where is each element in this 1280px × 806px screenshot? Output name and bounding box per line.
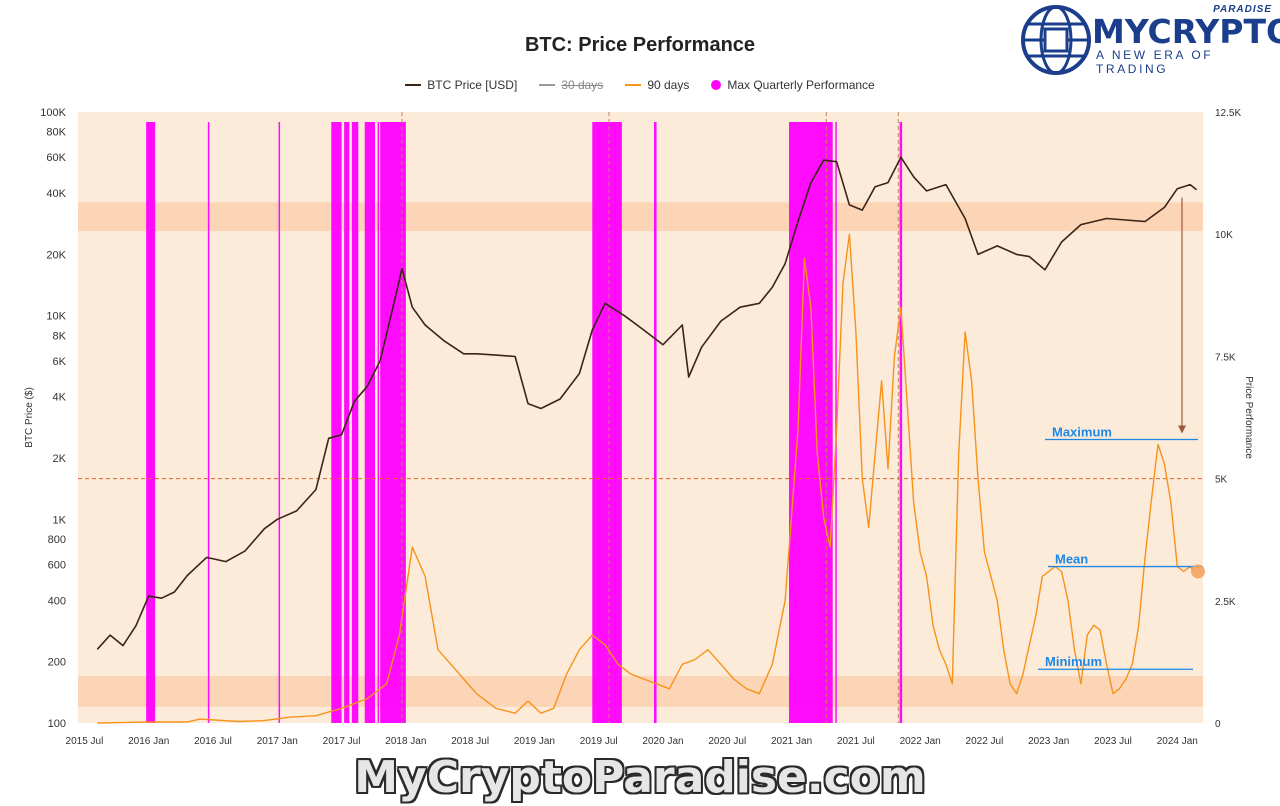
y2-tick-label: 7.5K	[1215, 352, 1236, 363]
x-tick-label: 2022 Jul	[966, 736, 1004, 747]
x-tick-label: 2022 Jan	[900, 736, 941, 747]
x-tick-label: 2015 Jul	[66, 736, 104, 747]
legend-label-90-days: 90 days	[647, 78, 690, 92]
y2-tick-label: 10K	[1215, 230, 1233, 241]
legend-label-30-days: 30 days	[561, 78, 604, 92]
x-tick-label: 2016 Jan	[128, 736, 169, 747]
y-tick-label: 8K	[53, 330, 67, 342]
y-tick-label: 80K	[46, 127, 66, 139]
logo-paradise-text: PARADISE	[1213, 4, 1272, 15]
current-arrow-head	[1178, 425, 1186, 434]
y-tick-label: 400	[48, 595, 66, 607]
y2-tick-label: 5K	[1215, 475, 1228, 486]
legend-label-max-quarterly: Max Quarterly Performance	[727, 78, 875, 92]
x-tick-label: 2021 Jan	[771, 736, 812, 747]
y-tick-label: 60K	[46, 152, 66, 164]
x-tick-label: 2018 Jul	[451, 736, 489, 747]
highlight-band-0	[78, 202, 1203, 232]
x-tick-label: 2023 Jul	[1094, 736, 1132, 747]
max-quarterly-bar-5	[351, 122, 359, 723]
mycrypto-logo[interactable]: PARADISE MYCRYPTO A NEW ERA OF TRADING	[1010, 0, 1280, 76]
highlight-band-1	[78, 676, 1203, 707]
maximum-label: Maximum	[1052, 424, 1112, 439]
x-tick-label: 2016 Jul	[194, 736, 232, 747]
max-quarterly-bar-13	[899, 122, 903, 723]
max-quarterly-bar-7	[377, 122, 380, 723]
y-tick-label: 100K	[40, 107, 66, 119]
x-tick-label: 2020 Jul	[708, 736, 746, 747]
y2-tick-label: 12.5K	[1215, 108, 1241, 119]
legend-swatch-90-days	[625, 84, 642, 86]
legend-item-max-quarterly[interactable]: Max Quarterly Performance	[711, 78, 875, 92]
legend-swatch-btc-price	[405, 84, 422, 86]
max-quarterly-bar-6	[364, 122, 375, 723]
logo-wordmark: MYCRYPTO	[1092, 12, 1280, 51]
y2-tick-label: 0	[1215, 719, 1221, 730]
y-tick-label: 2K	[53, 453, 67, 465]
chart-legend: BTC Price [USD] 30 days 90 days Max Quar…	[0, 78, 1280, 92]
current-point-marker	[1191, 564, 1205, 579]
y-tick-label: 20K	[46, 249, 66, 261]
series-line-1	[97, 233, 1195, 724]
y-tick-label: 800	[48, 534, 66, 546]
x-tick-label: 2017 Jul	[323, 736, 361, 747]
max-quarterly-bar-2	[278, 122, 281, 723]
legend-item-90-days[interactable]: 90 days	[625, 78, 689, 92]
max-quarterly-bar-12	[835, 122, 837, 723]
legend-swatch-30-days	[539, 84, 556, 86]
x-tick-label: 2024 Jan	[1157, 736, 1198, 747]
y-tick-label: 200	[48, 657, 66, 669]
x-tick-label: 2019 Jul	[580, 736, 618, 747]
legend-item-30-days[interactable]: 30 days	[539, 78, 603, 92]
globe-chip-icon	[1021, 5, 1091, 75]
x-tick-label: 2019 Jan	[514, 736, 555, 747]
x-tick-label: 2021 Jul	[837, 736, 875, 747]
legend-item-btc-price[interactable]: BTC Price [USD]	[405, 78, 517, 92]
y-tick-label: 4K	[53, 392, 67, 404]
x-tick-label: 2018 Jan	[385, 736, 426, 747]
series-line-0	[96, 156, 1198, 650]
y-axis-label: BTC Price ($)	[24, 387, 35, 448]
y-tick-label: 6K	[53, 356, 67, 368]
legend-swatch-max-quarterly	[711, 80, 722, 90]
y-tick-label: 600	[48, 560, 66, 572]
minimum-label: Minimum	[1045, 654, 1102, 669]
max-quarterly-bar-0	[146, 122, 156, 723]
max-quarterly-bar-3	[331, 122, 342, 723]
x-tick-label: 2023 Jan	[1028, 736, 1069, 747]
logo-tagline: A NEW ERA OF TRADING	[1096, 48, 1214, 76]
mean-label: Mean	[1055, 552, 1088, 567]
y-tick-label: 100	[48, 718, 66, 730]
site-watermark: MyCryptoParadise.com	[354, 752, 926, 803]
y2-axis-label: Price Performance	[1243, 376, 1254, 459]
y-tick-label: 1K	[53, 514, 67, 526]
y2-tick-label: 2.5K	[1215, 597, 1236, 608]
y-tick-label: 10K	[46, 311, 66, 323]
x-tick-label: 2020 Jan	[642, 736, 683, 747]
legend-label-btc-price: BTC Price [USD]	[427, 78, 518, 92]
max-quarterly-bar-9	[592, 122, 622, 723]
max-quarterly-bar-1	[207, 122, 210, 723]
max-quarterly-bar-11	[789, 122, 833, 723]
x-tick-label: 2017 Jan	[257, 736, 298, 747]
chart-title: BTC: Price Performance	[524, 34, 756, 56]
max-quarterly-bar-10	[654, 122, 657, 723]
y-tick-label: 40K	[46, 188, 66, 200]
